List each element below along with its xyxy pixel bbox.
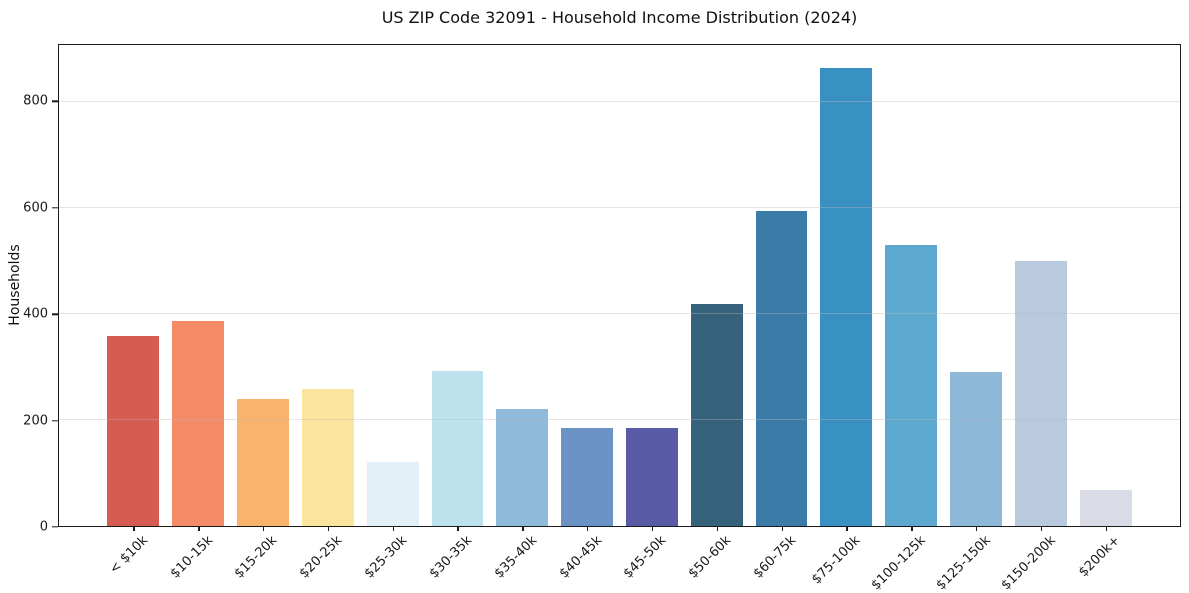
plot-area: < $10k $10-15k $15-20k $20-25k $25-30k $30-35… xyxy=(58,44,1181,593)
x-tick-label: $30-35k xyxy=(426,533,476,582)
bar-slot: $40-45k xyxy=(555,45,620,581)
bar-slot: $75-100k xyxy=(810,45,879,587)
bar-< $10k xyxy=(107,336,160,526)
x-tick-label: $25-30k xyxy=(361,533,411,582)
bar-$125-150k xyxy=(950,372,1002,526)
bars-container: < $10k $10-15k $15-20k $20-25k $25-30k $30-35… xyxy=(59,45,1180,593)
x-tick-mark xyxy=(716,526,719,531)
bar-slot: $100-125k xyxy=(869,45,944,593)
bar-$35-40k xyxy=(496,409,549,526)
x-tick-mark xyxy=(1040,526,1043,531)
y-tick-mark-200 xyxy=(52,419,58,422)
x-tick-label: $40-45k xyxy=(556,533,605,582)
y-tick-label-200: 200 xyxy=(23,413,48,429)
bar-slot: $15-20k xyxy=(231,45,296,581)
bar-slot: $125-150k xyxy=(933,45,1009,593)
x-tick-mark xyxy=(263,526,265,531)
x-tick-mark xyxy=(522,526,524,531)
bar-$75-100k xyxy=(820,67,873,526)
bar-slot: $200k+ xyxy=(1073,45,1138,580)
x-tick-label: $150-200k xyxy=(998,533,1059,593)
bar-slot: $20-25k xyxy=(295,45,360,581)
bar-$45-50k xyxy=(625,428,678,526)
x-tick-mark xyxy=(781,526,783,531)
x-tick-label: $125-150k xyxy=(933,533,994,593)
bar-$10-15k xyxy=(172,321,225,526)
x-tick-label: $200k+ xyxy=(1076,533,1124,581)
x-tick-mark xyxy=(846,526,848,531)
x-tick-label: $20-25k xyxy=(296,533,346,582)
y-tick-mark-600 xyxy=(52,207,58,209)
x-tick-label: $35-40k xyxy=(491,533,540,582)
x-tick-label: $45-50k xyxy=(621,533,670,582)
x-tick-mark xyxy=(198,526,200,531)
x-tick-mark xyxy=(651,526,654,531)
bar-slot: $50-60k xyxy=(684,45,749,581)
bar-$25-30k xyxy=(366,462,419,526)
x-tick-label: < $10k xyxy=(106,533,152,578)
y-tick-label-0: 0 xyxy=(39,519,48,535)
bar-$50-60k xyxy=(690,303,743,526)
bar-slot: $150-200k xyxy=(998,45,1073,593)
x-tick-mark xyxy=(1105,526,1107,531)
x-tick-mark xyxy=(457,526,459,531)
bar-$15-20k xyxy=(237,398,289,526)
bar-slot: $35-40k xyxy=(490,45,555,581)
y-tick-mark-400 xyxy=(52,313,58,315)
x-tick-mark xyxy=(133,526,135,531)
x-tick-label: $100-125k xyxy=(868,533,929,593)
y-tick-label-400: 400 xyxy=(23,306,48,322)
y-tick-mark-800 xyxy=(52,100,58,103)
bar-$60-75k xyxy=(755,210,808,526)
bar-$40-45k xyxy=(561,428,613,526)
x-tick-label: $10-15k xyxy=(167,533,216,582)
bar-$20-25k xyxy=(301,389,354,526)
chart-title: US ZIP Code 32091 - Household Income Dis… xyxy=(381,8,858,27)
bar-$150-200k xyxy=(1014,261,1067,526)
bar-slot: $45-50k xyxy=(620,45,685,581)
x-tick-label: $75-100k xyxy=(809,533,864,588)
bar-$100-125k xyxy=(885,245,938,526)
bar-slot: $25-30k xyxy=(360,45,425,581)
x-tick-mark xyxy=(975,526,978,531)
x-tick-label: $60-75k xyxy=(750,533,800,582)
x-tick-mark xyxy=(392,526,395,531)
bar-slot: $60-75k xyxy=(749,45,814,581)
bar-$30-35k xyxy=(431,371,484,526)
x-tick-label: $50-60k xyxy=(685,533,735,582)
bar-slot: $10-15k xyxy=(166,45,231,581)
bar-$200k+ xyxy=(1079,489,1132,526)
y-tick-mark-0 xyxy=(52,526,58,528)
x-tick-label: $15-20k xyxy=(232,533,281,582)
x-tick-mark xyxy=(327,526,330,531)
y-tick-label-600: 600 xyxy=(23,200,48,216)
y-tick-label-800: 800 xyxy=(23,93,48,109)
x-tick-mark xyxy=(587,526,589,531)
x-tick-mark xyxy=(911,526,913,531)
bar-slot: < $10k xyxy=(101,45,166,577)
bar-slot: $30-35k xyxy=(425,45,490,581)
